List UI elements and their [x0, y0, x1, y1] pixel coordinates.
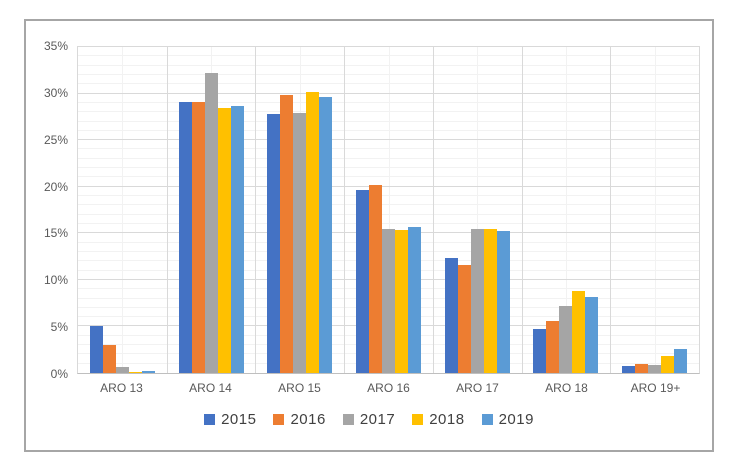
legend-item-2015: 2015: [204, 411, 256, 428]
bar-group: [167, 47, 256, 373]
bar-2017: [559, 305, 573, 373]
bar-2019: [230, 105, 244, 373]
bar-2015: [622, 365, 636, 373]
bar-group: [522, 47, 611, 373]
bar-2015: [356, 189, 370, 373]
legend-item-2018: 2018: [412, 411, 464, 428]
bar-2017: [115, 367, 129, 373]
bar-2016: [102, 345, 116, 373]
y-axis-tick-label: 10%: [43, 273, 68, 288]
bar-2019: [674, 348, 688, 373]
legend-swatch-icon: [412, 414, 424, 425]
bar-2015: [178, 101, 192, 373]
bar-group: [610, 47, 699, 373]
bar-2015: [89, 325, 103, 373]
bar-group: [344, 47, 433, 373]
chart-frame: 0% 5% 10% 15% 20% 25% 30% 35% ARO 13 ARO 14 ARO 1…: [24, 19, 714, 452]
bar-2019: [496, 231, 510, 373]
y-axis-tick-label: 30%: [43, 85, 68, 100]
bar-2018: [572, 291, 586, 373]
bar-2019: [319, 97, 333, 373]
x-axis-category-label: ARO 16: [367, 381, 410, 395]
bar-2017: [204, 73, 218, 373]
legend-swatch-icon: [342, 414, 354, 425]
legend-swatch-icon: [481, 414, 493, 425]
legend-label: 2015: [221, 411, 257, 428]
y-axis-tick-label: 0%: [50, 367, 68, 381]
bar-2018: [128, 372, 142, 373]
bar-2019: [585, 296, 599, 373]
x-axis-category-label: ARO 13: [100, 381, 143, 395]
y-axis-tick-label: 25%: [43, 132, 68, 147]
legend-label: 2018: [429, 411, 465, 428]
bar-2018: [217, 107, 231, 373]
bar-2019: [141, 371, 155, 373]
bar-2018: [661, 356, 675, 373]
legend-item-2019: 2019: [481, 411, 534, 428]
bar-2018: [395, 229, 409, 373]
bar-2015: [267, 114, 281, 373]
legend-swatch-icon: [273, 414, 285, 425]
bar-2017: [470, 228, 484, 373]
bar-2016: [369, 184, 383, 373]
y-axis-tick-label: 15%: [43, 226, 68, 241]
bar-group: [433, 47, 522, 373]
bar-2016: [635, 363, 649, 373]
y-axis: 0% 5% 10% 15% 20% 25% 30% 35%: [26, 39, 68, 381]
legend-item-2017: 2017: [342, 411, 396, 428]
legend-label: 2017: [359, 411, 396, 428]
legend-item-2016: 2016: [273, 411, 325, 428]
x-axis: ARO 13 ARO 14 ARO 15 ARO 16 ARO 17 ARO 18 ARO …: [77, 381, 700, 395]
x-axis-category-label: ARO 19+: [630, 381, 681, 395]
bar-2016: [191, 101, 205, 373]
bar-2017: [648, 364, 662, 373]
bar-2017: [382, 228, 396, 373]
x-axis-category-label: ARO 17: [456, 381, 499, 395]
bar-2017: [293, 113, 307, 373]
bar-2018: [483, 228, 497, 373]
bar-group: [78, 47, 167, 373]
bar-2018: [306, 91, 320, 373]
y-axis-tick-label: 20%: [43, 179, 68, 194]
bar-2019: [408, 226, 422, 373]
y-axis-tick-label: 5%: [50, 320, 68, 335]
bar-2016: [280, 95, 294, 373]
bar-2016: [457, 264, 471, 373]
x-axis-category-label: ARO 14: [189, 381, 232, 395]
bar-2015: [533, 329, 547, 373]
x-axis-category-label: ARO 15: [278, 381, 321, 395]
bar-groups: [78, 47, 699, 373]
bar-2015: [444, 257, 458, 373]
plot-area: [77, 46, 700, 374]
x-axis-category-label: ARO 18: [545, 381, 588, 395]
legend-label: 2016: [290, 411, 326, 428]
legend-label: 2019: [498, 411, 534, 428]
bar-group: [255, 47, 344, 373]
y-axis-tick-label: 35%: [43, 39, 68, 53]
bar-2016: [546, 320, 560, 373]
legend-swatch-icon: [204, 414, 216, 425]
legend: 2015 2016 2017 2018 2019: [26, 411, 712, 428]
